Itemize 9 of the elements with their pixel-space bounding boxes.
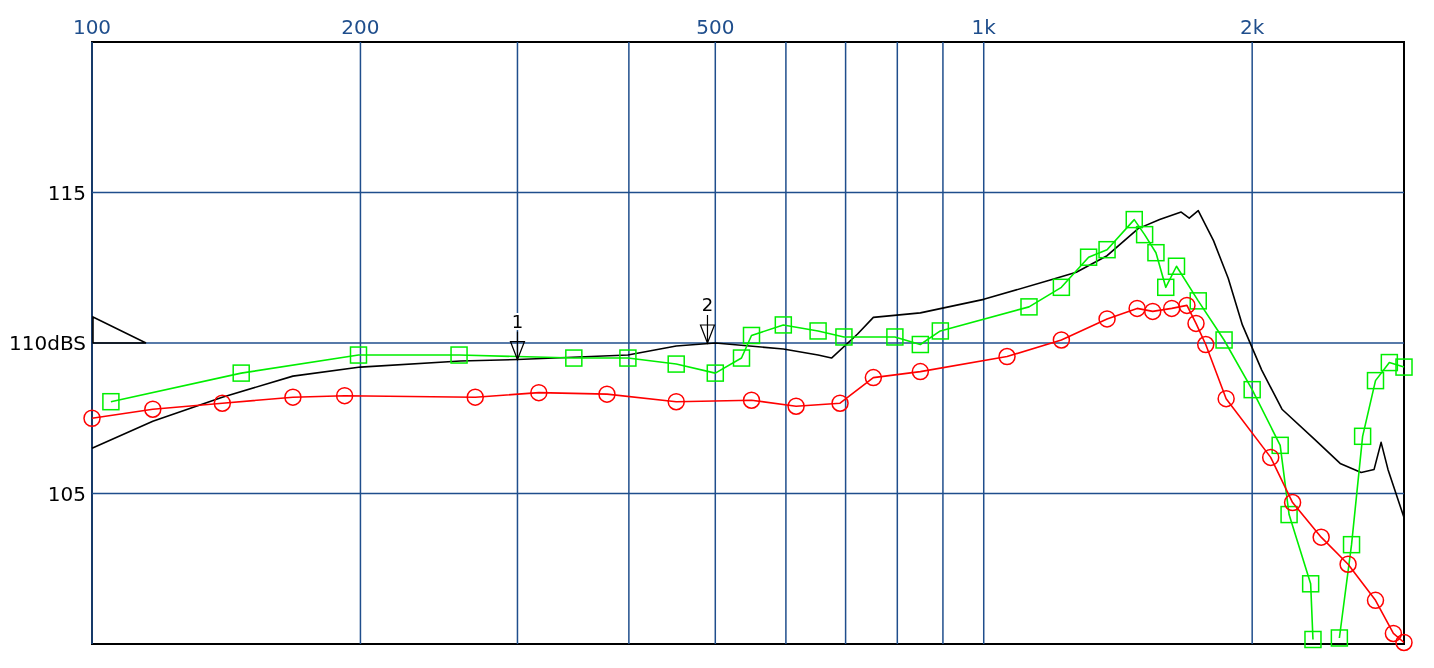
x-tick-label: 500 (696, 15, 735, 39)
x-tick-label: 200 (341, 15, 380, 39)
x-tick-label: 2k (1240, 15, 1265, 39)
x-tick-label: 1k (971, 15, 997, 39)
x-tick-label: 100 (72, 15, 112, 39)
y-tick-label: 110dBS (9, 331, 86, 355)
annotation: 2 (701, 294, 714, 315)
y-tick-label: 105 (47, 481, 86, 506)
y-tick-label: 115 (47, 180, 86, 205)
